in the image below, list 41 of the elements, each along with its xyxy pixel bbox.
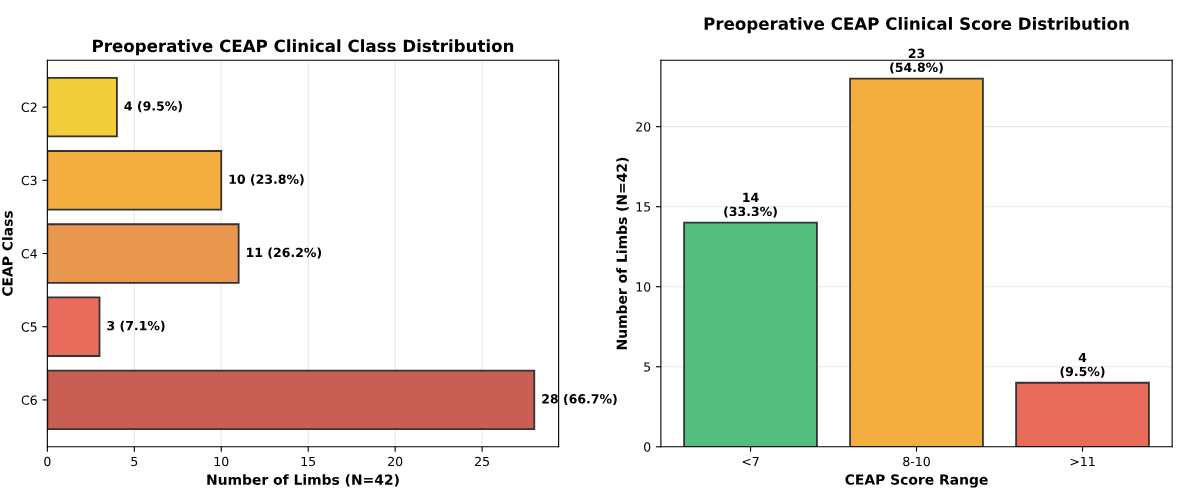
y-axis-title: Number of Limbs (N=42) [616, 157, 629, 350]
y-axis-title: CEAP Class [1, 211, 13, 296]
y-tick-label: C6 [21, 395, 37, 405]
bar [47, 76, 118, 138]
bar [47, 369, 536, 431]
y-tick-label: 20 [636, 122, 651, 132]
y-tick-label: 10 [636, 282, 651, 292]
y-tick-label: 15 [636, 202, 651, 212]
x-tick-label: 15 [301, 456, 316, 467]
data-label: 4 (9.5%) [1060, 352, 1105, 378]
x-tick-label: 20 [388, 456, 403, 467]
data-label: 10 (23.8%) [229, 174, 304, 186]
x-tick-label: 10 [214, 456, 229, 467]
bar [1015, 381, 1150, 447]
chart-title: Preoperative CEAP Clinical Class Distribution [93, 39, 514, 56]
y-tick-label: C4 [21, 248, 37, 259]
data-label: 14 (33.3%) [724, 192, 777, 218]
bar [849, 77, 984, 447]
data-label: 23 (54.8%) [890, 48, 943, 74]
y-tick-label: 5 [644, 362, 651, 372]
data-label: 11 (26.2%) [247, 247, 322, 259]
x-tick-label: 0 [44, 456, 51, 467]
data-label: 3 (7.1%) [107, 320, 165, 332]
x-axis-title: Number of Limbs (N=42) [207, 474, 399, 487]
x-tick-label: >11 [1070, 456, 1095, 466]
y-tick-label: C5 [21, 322, 37, 332]
y-tick-label: C2 [21, 102, 37, 113]
data-label: 4 (9.5%) [124, 101, 182, 113]
bar [47, 150, 223, 211]
x-tick-label: 5 [131, 456, 138, 467]
x-tick-label: 8-10 [903, 456, 930, 467]
x-tick-label: <7 [742, 456, 759, 466]
bar [683, 221, 818, 447]
bar [47, 296, 101, 357]
x-tick-label: 25 [475, 456, 489, 467]
chart-title: Preoperative CEAP Clinical Score Distribution [704, 17, 1129, 34]
y-tick-label: 0 [644, 442, 651, 452]
data-label: 28 (66.7%) [542, 393, 617, 406]
bar [47, 223, 240, 284]
x-axis-title: CEAP Score Range [845, 474, 988, 488]
y-tick-label: C3 [21, 175, 37, 186]
